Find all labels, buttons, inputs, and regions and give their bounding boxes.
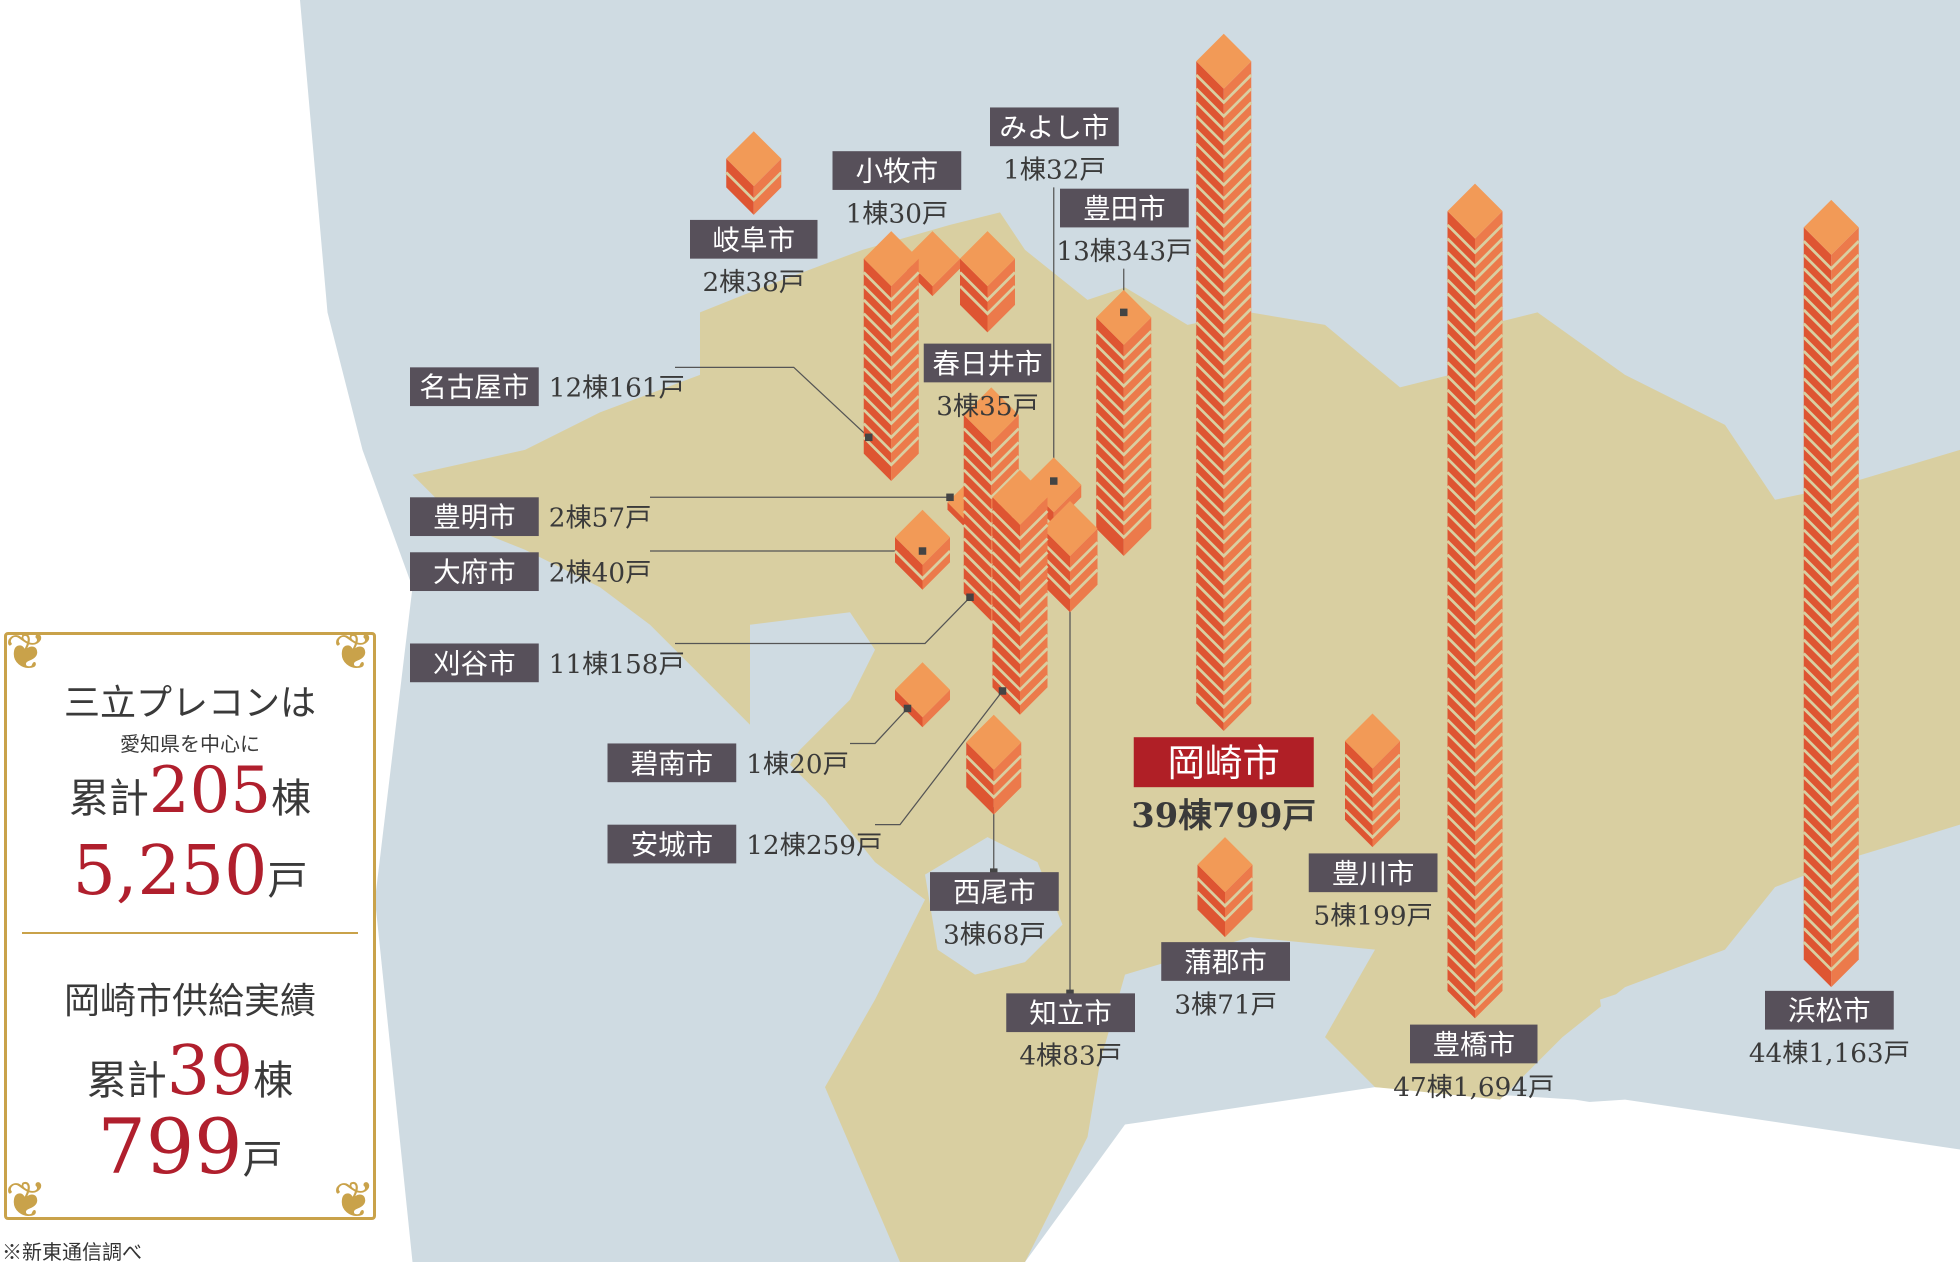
marker-dot [865, 434, 873, 441]
summary-subtitle: 愛知県を中心に [4, 728, 376, 757]
city-name: 浜松市 [1788, 995, 1870, 1027]
summary-title: 三立プレコンは [4, 674, 376, 726]
city-stats: 1棟20戸 [746, 750, 849, 780]
unit: 棟 [253, 1058, 293, 1104]
city-stats: 2棟38戸 [702, 268, 805, 298]
city-name: 春日井市 [933, 348, 1043, 380]
marker-dot [1120, 309, 1128, 316]
city-stats: 5棟199戸 [1313, 902, 1432, 932]
city-name: 名古屋市 [419, 372, 529, 404]
city-stats: 12棟259戸 [746, 831, 882, 861]
total-units: 5,250戸 [4, 832, 376, 911]
okazaki-units: 799戸 [4, 1102, 376, 1191]
tower-3 [1096, 290, 1151, 556]
marker-dot [966, 594, 974, 601]
tower-14 [1196, 34, 1251, 731]
total-buildings: 累計205棟 [4, 754, 376, 828]
tower-16 [1448, 184, 1503, 1019]
city-name: 小牧市 [856, 156, 938, 188]
total-units-value: 5,250 [73, 832, 268, 911]
city-stats: 13棟343戸 [1056, 237, 1192, 267]
ornament-icon: ❦ [324, 622, 384, 682]
okazaki-title: 岡崎市供給実績 [4, 972, 376, 1024]
unit: 戸 [243, 1137, 283, 1183]
city-name: 蒲郡市 [1184, 946, 1266, 978]
city-name: 安城市 [631, 829, 713, 861]
city-stats: 39棟799戸 [1131, 795, 1316, 835]
prefix: 累計 [87, 1058, 167, 1104]
city-name: 豊川市 [1332, 858, 1414, 890]
okazaki-units-value: 799 [97, 1102, 242, 1191]
tower-5 [864, 231, 919, 481]
unit: 棟 [271, 776, 311, 822]
city-label-9[interactable]: 碧南市 1棟20戸 [608, 743, 849, 782]
city-name: 豊田市 [1083, 193, 1165, 225]
city-stats: 2棟57戸 [549, 504, 652, 534]
okazaki-buildings-value: 39 [167, 1032, 254, 1111]
city-label-14[interactable]: 岡崎市 39棟799戸 [1131, 737, 1316, 835]
summary-panel: ❦ ❦ ❦ ❦ 三立プレコンは 愛知県を中心に 累計205棟 5,250戸 岡崎… [4, 632, 376, 1220]
city-stats: 1棟32戸 [1003, 156, 1106, 186]
city-name: 岐阜市 [713, 224, 795, 256]
tower-10 [993, 470, 1048, 715]
marker-dot [919, 547, 927, 554]
city-name: 刈谷市 [433, 648, 515, 680]
okazaki-buildings: 累計39棟 [4, 1032, 376, 1111]
city-name: 岡崎市 [1168, 741, 1280, 785]
city-stats: 3棟71戸 [1174, 990, 1277, 1020]
prefix: 累計 [69, 776, 149, 822]
tower-15 [1345, 713, 1400, 847]
unit: 戸 [267, 858, 307, 904]
city-stats: 4棟83戸 [1019, 1042, 1122, 1072]
city-stats: 12棟161戸 [549, 374, 685, 404]
city-label-6[interactable]: 豊明市 2棟57戸 [410, 497, 651, 536]
ornament-icon: ❦ [0, 622, 56, 682]
marker-dot [946, 494, 954, 501]
marker-dot [999, 687, 1007, 694]
city-name: 知立市 [1029, 998, 1111, 1030]
city-stats: 44棟1,163戸 [1749, 1039, 1910, 1069]
marker-dot [1050, 477, 1058, 484]
city-stats: 1棟30戸 [846, 199, 949, 229]
city-name: 大府市 [433, 557, 515, 589]
city-stats: 11棟158戸 [549, 650, 685, 680]
city-name: みよし市 [999, 112, 1109, 144]
city-name: 西尾市 [953, 877, 1035, 909]
source-note: ※新東通信調べ [2, 1236, 142, 1265]
tower-17 [1804, 200, 1859, 987]
city-name: 豊明市 [433, 502, 515, 534]
marker-dot [904, 705, 912, 712]
city-label-7[interactable]: 大府市 2棟40戸 [410, 552, 651, 591]
city-stats: 47棟1,694戸 [1393, 1073, 1554, 1103]
city-stats: 3棟68戸 [943, 920, 1046, 950]
city-name: 碧南市 [631, 748, 713, 780]
city-stats: 2棟40戸 [549, 559, 652, 589]
divider [22, 932, 358, 934]
city-stats: 3棟35戸 [936, 392, 1039, 422]
total-buildings-value: 205 [149, 754, 271, 828]
city-name: 豊橋市 [1433, 1029, 1515, 1061]
